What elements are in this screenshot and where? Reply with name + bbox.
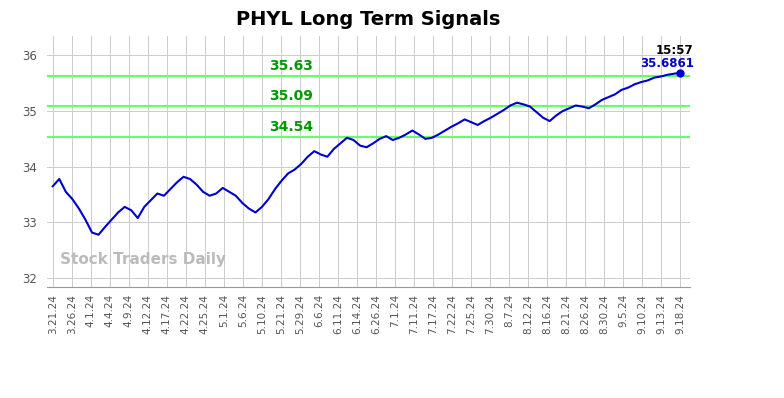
Text: Stock Traders Daily: Stock Traders Daily xyxy=(60,252,226,267)
Text: 35.63: 35.63 xyxy=(270,59,313,73)
Text: 34.54: 34.54 xyxy=(269,120,314,134)
Text: 15:57: 15:57 xyxy=(656,44,694,57)
Text: 35.09: 35.09 xyxy=(270,89,313,103)
Title: PHYL Long Term Signals: PHYL Long Term Signals xyxy=(236,10,501,29)
Text: 35.6861: 35.6861 xyxy=(640,57,694,70)
